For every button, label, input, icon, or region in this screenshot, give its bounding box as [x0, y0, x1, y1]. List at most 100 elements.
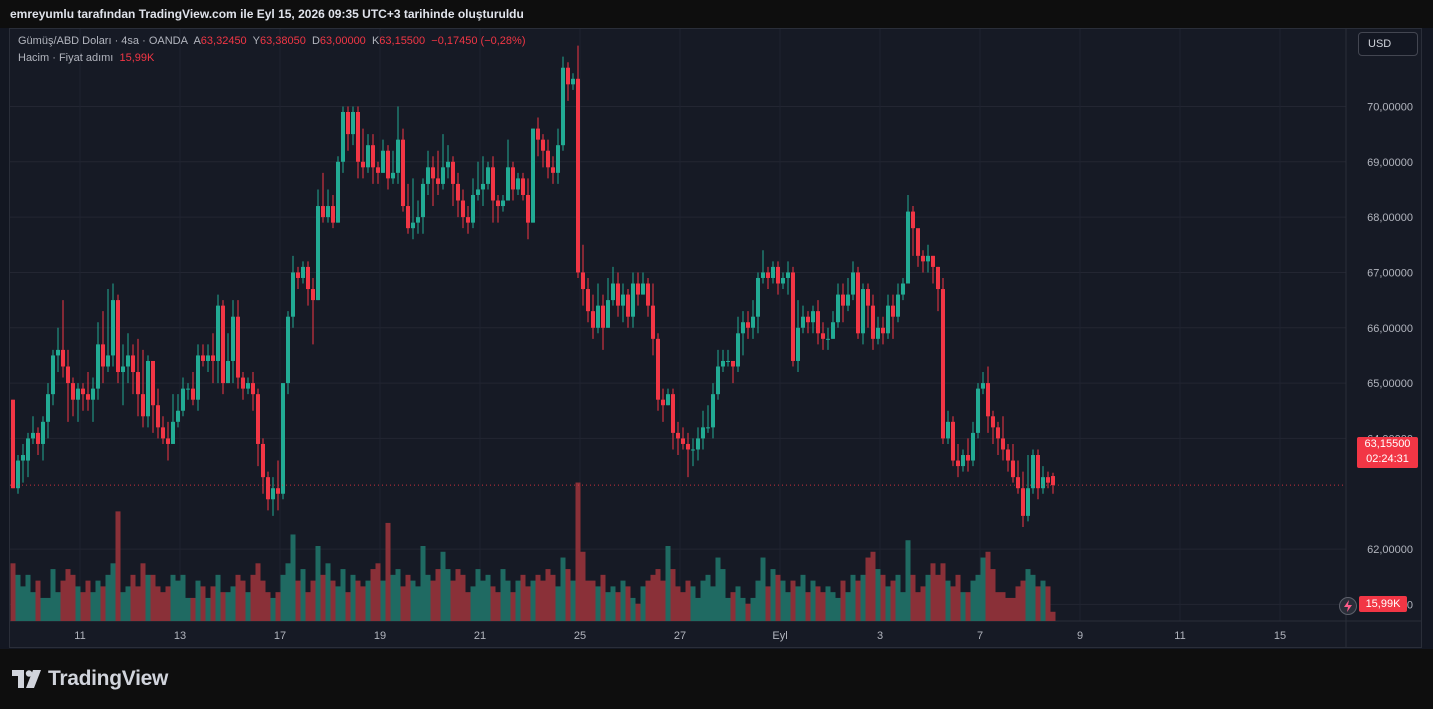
- candle[interactable]: [256, 388, 260, 467]
- candle[interactable]: [666, 388, 670, 406]
- candle[interactable]: [346, 106, 350, 151]
- candle[interactable]: [961, 449, 965, 472]
- candle[interactable]: [1026, 455, 1030, 522]
- candle[interactable]: [946, 410, 950, 444]
- candle[interactable]: [326, 189, 330, 223]
- candle[interactable]: [596, 283, 600, 334]
- candle[interactable]: [331, 194, 335, 229]
- candle[interactable]: [481, 156, 485, 207]
- candle[interactable]: [956, 443, 960, 478]
- candle[interactable]: [751, 300, 755, 339]
- candle[interactable]: [786, 261, 790, 295]
- candle[interactable]: [986, 366, 990, 433]
- candle[interactable]: [721, 349, 725, 373]
- candle[interactable]: [966, 438, 970, 472]
- candle[interactable]: [776, 261, 780, 295]
- candle[interactable]: [511, 161, 515, 201]
- candle[interactable]: [586, 277, 590, 323]
- lightning-icon[interactable]: [1339, 597, 1357, 615]
- candle[interactable]: [201, 344, 205, 367]
- candle[interactable]: [1011, 443, 1015, 483]
- candle[interactable]: [496, 194, 500, 223]
- candle[interactable]: [526, 178, 530, 240]
- candle[interactable]: [176, 394, 180, 428]
- candle[interactable]: [21, 443, 25, 483]
- candle[interactable]: [901, 277, 905, 301]
- candle[interactable]: [766, 266, 770, 290]
- candle[interactable]: [141, 349, 145, 428]
- candle[interactable]: [711, 383, 715, 439]
- candle[interactable]: [576, 45, 580, 278]
- candle[interactable]: [616, 272, 620, 317]
- candle[interactable]: [136, 338, 140, 417]
- candle[interactable]: [866, 283, 870, 328]
- candle[interactable]: [726, 349, 730, 367]
- candle[interactable]: [976, 383, 980, 439]
- candle[interactable]: [981, 372, 985, 395]
- candle[interactable]: [91, 377, 95, 422]
- candle[interactable]: [826, 327, 830, 350]
- tradingview-logo[interactable]: TradingView: [12, 667, 168, 691]
- currency-button[interactable]: USD: [1358, 32, 1418, 56]
- candle[interactable]: [646, 277, 650, 317]
- candle[interactable]: [546, 139, 550, 179]
- candle[interactable]: [491, 156, 495, 223]
- candle[interactable]: [316, 189, 320, 301]
- candle[interactable]: [541, 134, 545, 168]
- candle[interactable]: [281, 383, 285, 500]
- candle[interactable]: [536, 117, 540, 157]
- candle[interactable]: [916, 228, 920, 267]
- candle[interactable]: [761, 250, 765, 284]
- candle[interactable]: [41, 416, 45, 461]
- candle[interactable]: [601, 294, 605, 350]
- candle[interactable]: [856, 266, 860, 339]
- candle[interactable]: [896, 283, 900, 323]
- candle[interactable]: [591, 294, 595, 339]
- candle[interactable]: [926, 244, 930, 273]
- candle[interactable]: [351, 106, 355, 146]
- candle[interactable]: [441, 134, 445, 190]
- candle[interactable]: [211, 333, 215, 384]
- candle[interactable]: [906, 194, 910, 284]
- candle[interactable]: [606, 277, 610, 328]
- candle[interactable]: [406, 183, 410, 234]
- candle[interactable]: [61, 300, 65, 378]
- candle[interactable]: [501, 194, 505, 212]
- candle[interactable]: [121, 344, 125, 406]
- candle[interactable]: [506, 139, 510, 201]
- candle[interactable]: [81, 383, 85, 411]
- candle[interactable]: [1041, 466, 1045, 494]
- candle[interactable]: [871, 294, 875, 350]
- candle[interactable]: [641, 272, 645, 295]
- candle[interactable]: [696, 427, 700, 461]
- candle[interactable]: [431, 156, 435, 207]
- candle[interactable]: [631, 272, 635, 328]
- candle[interactable]: [186, 383, 190, 400]
- candle[interactable]: [206, 344, 210, 373]
- candle[interactable]: [1001, 416, 1005, 461]
- candle[interactable]: [821, 322, 825, 350]
- candle[interactable]: [801, 305, 805, 334]
- candle[interactable]: [736, 316, 740, 373]
- candle[interactable]: [656, 333, 660, 411]
- candle[interactable]: [76, 383, 80, 422]
- candle[interactable]: [311, 277, 315, 345]
- candle[interactable]: [806, 311, 810, 334]
- candle[interactable]: [876, 316, 880, 345]
- candle[interactable]: [741, 311, 745, 356]
- candle[interactable]: [851, 261, 855, 301]
- candle[interactable]: [221, 300, 225, 395]
- candle[interactable]: [116, 294, 120, 384]
- candle[interactable]: [891, 294, 895, 339]
- candle[interactable]: [651, 283, 655, 356]
- candle[interactable]: [746, 311, 750, 339]
- candle[interactable]: [106, 289, 110, 373]
- candle[interactable]: [456, 172, 460, 218]
- candle[interactable]: [1051, 472, 1055, 494]
- candle[interactable]: [566, 62, 570, 101]
- candle[interactable]: [151, 360, 155, 433]
- candle[interactable]: [531, 128, 535, 223]
- candle[interactable]: [66, 349, 70, 422]
- candle[interactable]: [686, 432, 690, 478]
- candle[interactable]: [521, 172, 525, 201]
